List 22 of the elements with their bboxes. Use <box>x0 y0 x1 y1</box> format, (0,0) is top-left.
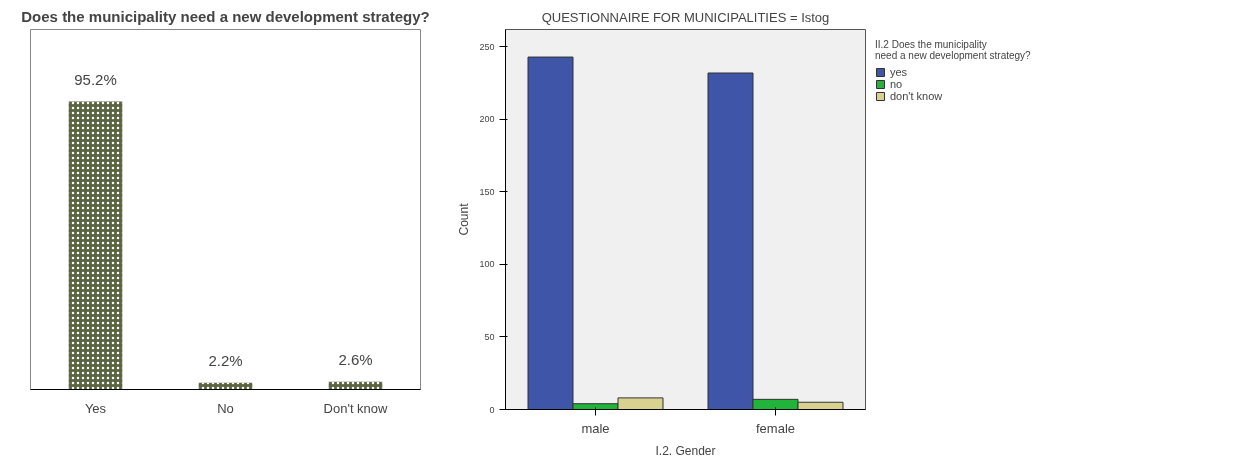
legend-label: don't know <box>890 90 943 102</box>
x-tick-label: Don't know <box>323 400 389 416</box>
y-tick-label: 0 <box>489 404 495 415</box>
chart-title: Does the municipality need a new development strategy? <box>21 7 430 25</box>
y-tick-label: 200 <box>479 114 495 125</box>
y-tick-label: 100 <box>479 259 495 270</box>
y-axis-title: Count <box>457 202 472 236</box>
x-tick-label: female <box>755 420 796 436</box>
x-tick-label: Yes <box>84 400 107 416</box>
data-label: 2.2% <box>208 351 243 369</box>
y-tick-label: 250 <box>479 41 495 52</box>
chart-title: QUESTIONNAIRE FOR MUNICIPALITIES = Istog <box>541 9 830 25</box>
x-tick-label: male <box>581 420 610 436</box>
legend-label: yes <box>890 66 909 78</box>
legend-title: II.2 Does the municipality need a new development strategy? <box>875 39 1031 61</box>
x-tick-label: No <box>217 400 234 416</box>
x-axis-title: I.2. Gender <box>655 443 716 458</box>
data-label: 95.2% <box>74 70 117 88</box>
legend-label: no <box>890 78 904 90</box>
y-tick-label: 150 <box>479 186 495 197</box>
y-tick-label: 50 <box>484 331 495 342</box>
data-label: 2.6% <box>338 350 373 368</box>
